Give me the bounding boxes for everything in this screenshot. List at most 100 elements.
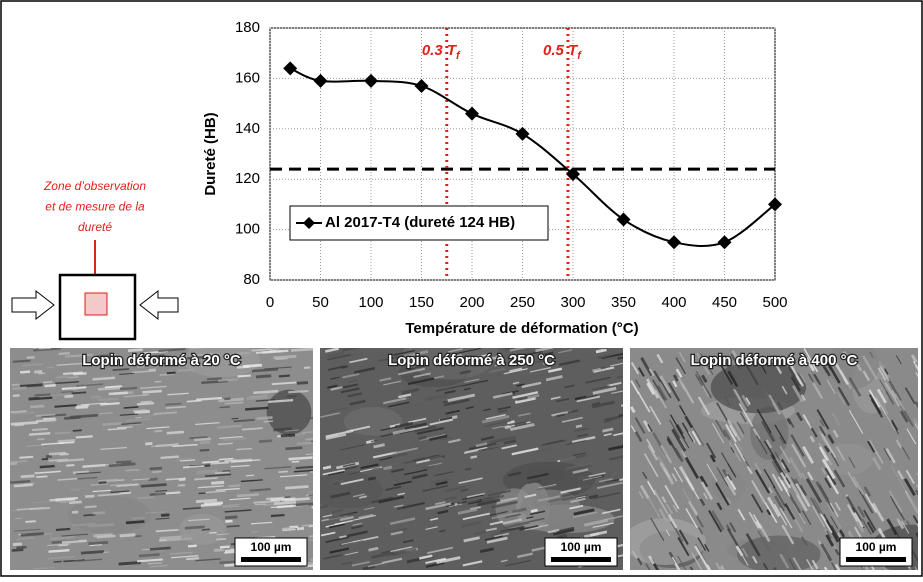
x-tick-label: 100 <box>358 294 383 311</box>
striation <box>202 529 210 530</box>
striation <box>161 515 169 516</box>
striation <box>176 458 191 459</box>
marker-label: 0.3 Tf <box>422 42 461 62</box>
striation <box>207 378 222 379</box>
striation <box>97 536 116 537</box>
striation <box>209 533 216 534</box>
striation <box>85 506 97 507</box>
striation <box>194 439 211 440</box>
striation <box>10 481 30 482</box>
striation <box>45 385 56 386</box>
striation <box>276 359 288 360</box>
striation <box>201 504 222 505</box>
striation <box>119 492 130 493</box>
striation <box>250 489 271 490</box>
striation <box>225 517 237 518</box>
striation <box>218 443 233 444</box>
striation <box>34 371 42 372</box>
striation <box>138 497 155 498</box>
striation <box>139 555 160 556</box>
striation <box>126 470 139 471</box>
x-tick-label: 500 <box>762 294 787 311</box>
micrograph-title: Lopin déformé à 250 °C <box>388 352 555 369</box>
striation <box>55 432 71 433</box>
striation <box>152 472 161 473</box>
marker-label: 0.5 Tf <box>543 42 582 62</box>
striation <box>13 361 31 362</box>
striation <box>124 407 139 408</box>
y-axis-label: Dureté (HB) <box>202 112 219 195</box>
striation <box>167 373 176 374</box>
striation <box>21 476 35 477</box>
micrographs: Lopin déformé à 20 °C 100 µm Lopin déformé… <box>10 324 923 577</box>
micrograph-title: Lopin déformé à 20 °C <box>82 352 241 369</box>
striation <box>161 457 179 458</box>
striation <box>76 407 88 408</box>
striation <box>15 424 24 425</box>
x-tick-label: 250 <box>510 294 535 311</box>
striation <box>218 379 238 380</box>
striation <box>278 471 287 472</box>
striation <box>126 522 144 523</box>
micrograph <box>10 343 334 570</box>
zone-label-line: Zone d’observation <box>43 179 146 193</box>
striation <box>98 399 118 400</box>
striation <box>150 494 166 495</box>
x-tick-label: 0 <box>266 294 274 311</box>
y-tick-label: 100 <box>235 221 260 238</box>
striation <box>225 521 232 522</box>
striation <box>92 378 115 380</box>
striation <box>12 385 20 386</box>
striation <box>160 375 167 376</box>
striation <box>271 515 285 516</box>
striation <box>531 510 538 511</box>
striation <box>99 483 107 484</box>
striation <box>142 415 157 416</box>
striation <box>150 468 162 469</box>
striation <box>285 486 308 488</box>
striation <box>36 476 47 477</box>
striation <box>36 420 56 421</box>
grain <box>309 471 382 508</box>
striation <box>137 403 154 404</box>
x-tick-label: 300 <box>560 294 585 311</box>
striation <box>32 429 47 430</box>
striation <box>73 373 86 374</box>
striation <box>83 515 95 516</box>
scale-text: 100 µm <box>856 540 897 554</box>
striation <box>247 397 270 399</box>
striation <box>368 478 376 480</box>
striation <box>11 461 28 462</box>
striation <box>89 524 114 526</box>
striation <box>56 377 68 378</box>
scale-bar <box>551 557 611 562</box>
striation <box>281 435 295 436</box>
x-tick-label: 450 <box>712 294 737 311</box>
striation <box>321 506 328 507</box>
striation <box>68 377 78 378</box>
striation <box>214 550 224 551</box>
striation <box>30 406 44 407</box>
striation <box>109 464 136 466</box>
striation <box>81 552 104 554</box>
striation <box>12 388 26 389</box>
striation <box>165 404 181 405</box>
striation <box>35 394 51 395</box>
striation <box>119 562 141 564</box>
striation <box>419 437 427 439</box>
striation <box>116 462 131 463</box>
striation <box>39 348 51 349</box>
marker-text: 0.3 T <box>422 42 458 59</box>
striation <box>471 456 477 457</box>
striation <box>196 500 217 501</box>
striation <box>43 382 52 383</box>
striation <box>167 432 184 433</box>
striation <box>279 376 290 377</box>
striation <box>21 534 44 536</box>
micrograph-title: Lopin déformé à 400 °C <box>691 352 858 369</box>
striation <box>227 526 240 527</box>
striation <box>202 461 219 462</box>
striation <box>60 454 69 455</box>
striation <box>237 494 259 496</box>
